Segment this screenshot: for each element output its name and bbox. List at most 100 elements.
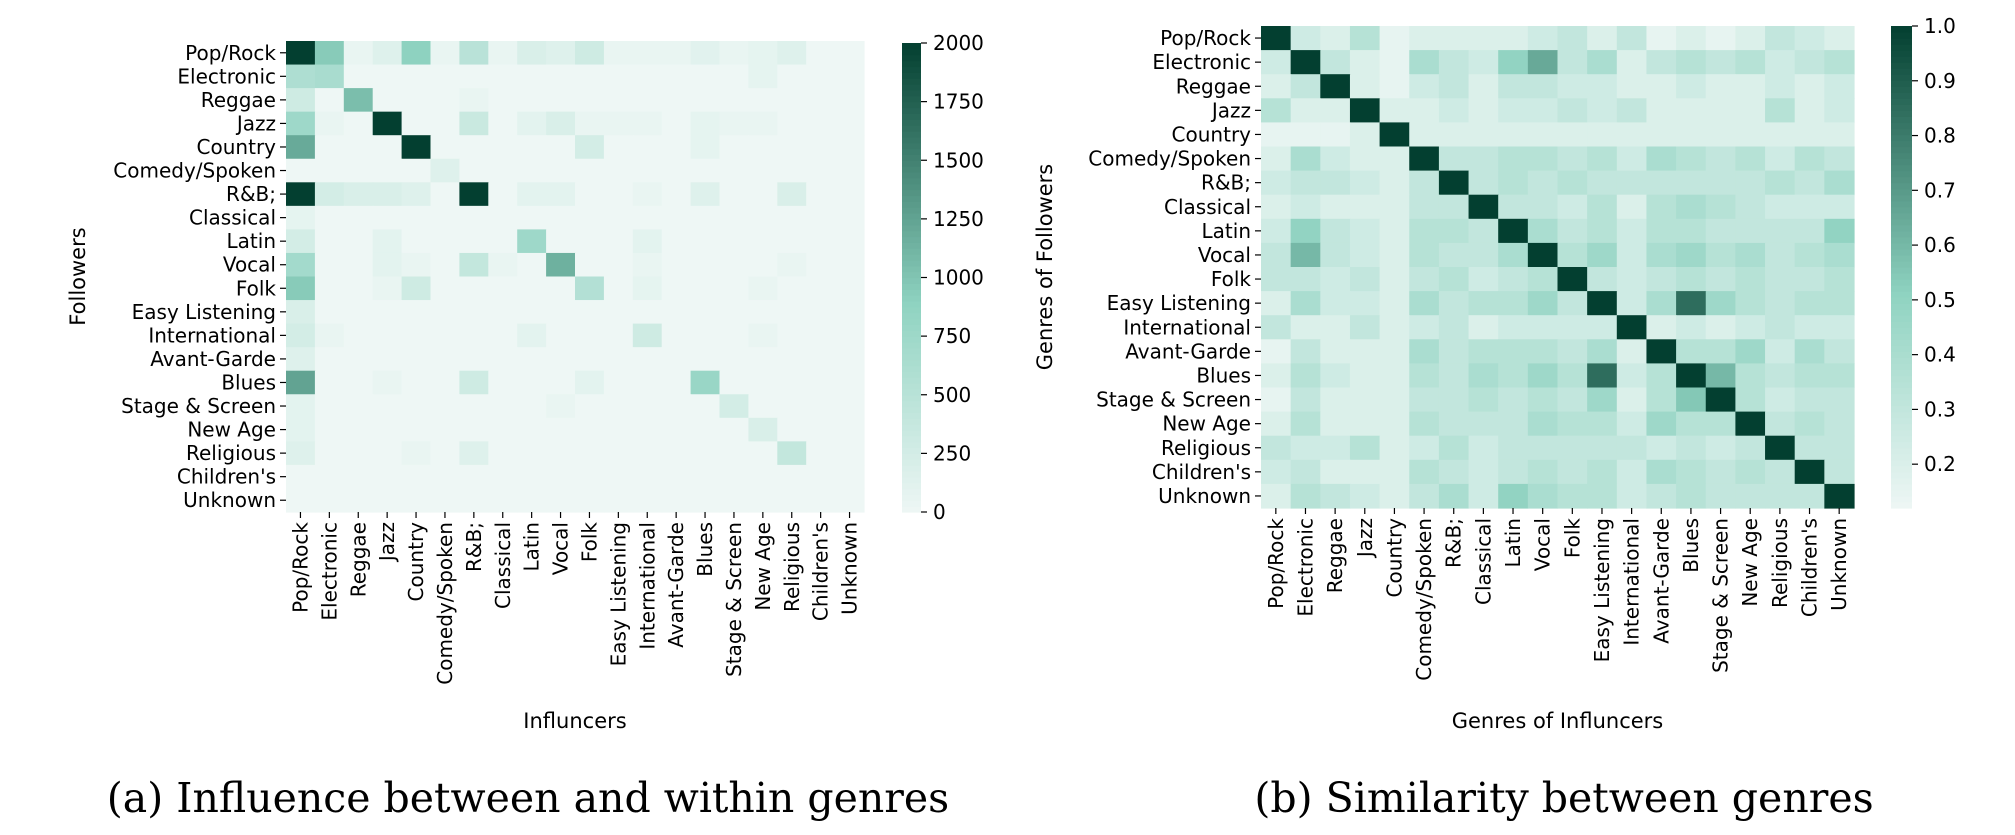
heatmap-cell (1616, 363, 1648, 389)
heatmap-cell (1794, 411, 1825, 437)
heatmap-cell (1616, 98, 1648, 123)
heatmap-cell (1409, 218, 1440, 244)
heatmap-cell (1735, 50, 1766, 75)
colorbar-segment (1891, 62, 1912, 69)
y-tick-label: Reggae (1176, 74, 1251, 98)
heatmap-cell (1765, 267, 1796, 292)
heatmap-cell (1320, 387, 1351, 413)
heatmap-cell (806, 323, 836, 348)
heatmap-cell (1261, 194, 1292, 220)
heatmap-cell (1498, 194, 1529, 220)
x-tick-label: Electronic (317, 522, 341, 621)
heatmap-cell (806, 88, 836, 113)
x-tick-label: Children's (1798, 518, 1822, 617)
heatmap-cell (1616, 267, 1648, 292)
heatmap-cell (748, 370, 778, 395)
x-tick-label: R&B; (462, 522, 486, 572)
heatmap-cell (1646, 459, 1677, 485)
heatmap-cell (632, 394, 663, 419)
heatmap-cell (1557, 74, 1588, 99)
heatmap-cell (1824, 146, 1855, 172)
heatmap-cell (1498, 170, 1529, 196)
heatmap-cell (1409, 387, 1440, 413)
colorbar-segment (1891, 423, 1912, 431)
heatmap-cell (1349, 242, 1381, 268)
heatmap-cell (1290, 483, 1321, 509)
heatmap-cell (1438, 483, 1470, 509)
heatmap-cell (1498, 98, 1529, 123)
heatmap-cell (430, 464, 460, 490)
heatmap-cell (517, 347, 547, 372)
heatmap-cell (777, 88, 807, 113)
heatmap-cell (1557, 122, 1588, 148)
heatmap-cell (286, 417, 316, 442)
colorbar-segment (902, 341, 921, 349)
y-tick-label: Unknown (183, 488, 276, 512)
heatmap-cell (1379, 242, 1410, 268)
heatmap-cell (1794, 218, 1825, 244)
heatmap-cell (632, 88, 663, 113)
y-axis-label: Followers (66, 227, 90, 325)
heatmap-cell (1616, 291, 1648, 316)
colorbar-segment (902, 318, 921, 325)
heatmap-cell (1616, 435, 1648, 461)
heatmap-cell (1379, 483, 1410, 509)
heatmap-cell (459, 41, 489, 66)
colorbar-segment (1891, 80, 1912, 87)
heatmap-cell (372, 441, 403, 466)
colorbar-segment (1891, 339, 1912, 346)
colorbar-segment (1891, 92, 1912, 99)
heatmap-cell (1705, 483, 1736, 509)
y-tick-label: Reggae (201, 88, 276, 112)
heatmap-cell (1468, 26, 1499, 51)
heatmap-cell (632, 323, 663, 348)
heatmap-cell (719, 441, 749, 466)
heatmap-cell (1587, 411, 1618, 437)
colorbar-segment (1891, 363, 1912, 371)
heatmap-cell (806, 111, 836, 136)
colorbar-segment (902, 125, 921, 132)
heatmap-cell (806, 394, 836, 419)
heatmap-cell (1409, 435, 1440, 461)
heatmap-cell (1676, 218, 1707, 244)
heatmap-cell (1557, 411, 1588, 437)
heatmap-cell (1261, 291, 1292, 316)
colorbar-segment (1891, 453, 1912, 461)
colorbar-segment (902, 89, 921, 97)
heatmap-cell (430, 158, 460, 183)
heatmap-cell (719, 252, 749, 278)
heatmap-cell (603, 88, 634, 113)
heatmap-cell (459, 158, 489, 183)
heatmap-cell (1438, 98, 1470, 123)
heatmap-cell (401, 135, 432, 160)
heatmap-cell (546, 464, 576, 490)
heatmap-cell (546, 417, 576, 442)
colorbar-segment (1891, 194, 1912, 202)
colorbar-tick-label: 1.0 (1924, 14, 1956, 38)
heatmap-cell (286, 205, 316, 230)
x-tick-label: Unknown (838, 522, 862, 615)
heatmap-cell (1261, 267, 1292, 292)
heatmap-cell (1794, 483, 1825, 509)
heatmap-cell (1616, 242, 1648, 268)
colorbar-segment (902, 207, 921, 214)
heatmap-cell (372, 64, 403, 89)
heatmap-cell (835, 464, 865, 490)
heatmap-cell (1261, 26, 1292, 51)
heatmap-cell (430, 370, 460, 395)
colorbar-segment (1891, 44, 1912, 51)
heatmap-cell (690, 158, 721, 183)
colorbar-segment (1891, 417, 1912, 425)
heatmap-cell (1409, 291, 1440, 316)
heatmap-cell (1705, 291, 1736, 316)
heatmap-cell (690, 276, 721, 301)
heatmap-cell (401, 229, 432, 254)
colorbar-segment (1891, 188, 1912, 196)
heatmap-cell (1379, 291, 1410, 316)
heatmap-cell (1438, 146, 1470, 172)
heatmap-cell (1765, 242, 1796, 268)
colorbar-tick-label: 1250 (933, 207, 984, 231)
heatmap-cell (1320, 74, 1351, 99)
heatmap-cell (603, 300, 634, 325)
heatmap-cell (806, 64, 836, 89)
